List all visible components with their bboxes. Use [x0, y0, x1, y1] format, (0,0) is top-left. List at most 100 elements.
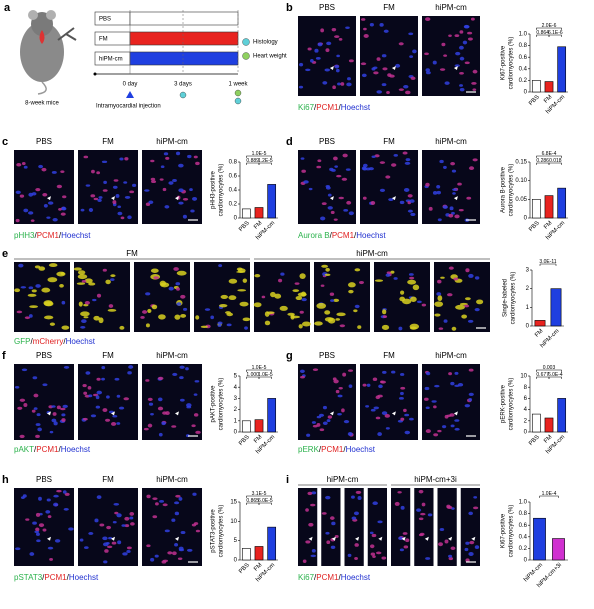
- stain-caption: pSTAT3/PCM1/Hoechst: [14, 573, 99, 582]
- stain-caption: Ki67/PCM1/Hoechst: [298, 573, 371, 582]
- nucleus: [306, 433, 311, 437]
- panel-letter: b: [286, 2, 293, 14]
- nucleus: [322, 421, 328, 425]
- stain-part: Hoechst: [346, 445, 376, 454]
- nucleus: [467, 31, 473, 35]
- arrowhead: [401, 536, 406, 541]
- significance-bracket: [246, 155, 272, 158]
- image-label: FM: [383, 351, 395, 360]
- treatment-label: hiPM-cm: [99, 57, 123, 63]
- nucleus: [53, 494, 59, 498]
- nucleus: [53, 502, 59, 507]
- nucleus: [132, 183, 137, 188]
- nucleus: [330, 210, 335, 215]
- image-label: FM: [383, 3, 395, 12]
- nucleus: [308, 522, 314, 527]
- p-value: 0.865: [246, 498, 259, 504]
- legend-label: Heart weight: [253, 54, 287, 60]
- nucleus: [457, 382, 464, 387]
- nucleus: [431, 400, 437, 403]
- nucleus: [453, 277, 459, 281]
- cell: [98, 317, 104, 324]
- nucleus: [280, 272, 285, 276]
- nucleus: [438, 327, 444, 330]
- cell: [316, 302, 327, 309]
- nucleus: [179, 365, 185, 369]
- nucleus: [369, 23, 374, 27]
- cell: [151, 304, 158, 310]
- y-tick-label: 6: [524, 396, 528, 402]
- nucleus: [175, 282, 181, 286]
- p-value: 2.0E-6: [542, 23, 557, 29]
- nucleus: [420, 512, 426, 516]
- nucleus: [331, 28, 337, 32]
- y-axis-label: pAKT-positive: [211, 385, 217, 423]
- nucleus: [157, 376, 164, 380]
- nucleus: [441, 425, 447, 429]
- cell: [73, 267, 82, 271]
- nucleus: [31, 409, 36, 413]
- nucleus: [329, 516, 335, 520]
- nucleus: [94, 518, 99, 523]
- nucleus: [351, 516, 357, 520]
- stain-part: Hoechst: [66, 337, 96, 346]
- nucleus: [448, 266, 454, 270]
- y-tick-label: 4: [524, 407, 528, 413]
- nucleus: [468, 368, 474, 372]
- arrowhead: [448, 536, 453, 541]
- micrograph: [142, 488, 202, 566]
- nucleus: [96, 495, 102, 500]
- nucleus: [34, 530, 40, 534]
- nucleus: [468, 392, 474, 396]
- y-tick-label: 0: [234, 558, 238, 564]
- nucleus: [464, 25, 470, 29]
- y-tick-label: 0.2: [519, 546, 528, 552]
- nucleus: [103, 180, 107, 185]
- nucleus: [28, 211, 34, 215]
- nucleus: [400, 417, 405, 421]
- nucleus: [51, 418, 57, 423]
- nucleus: [217, 321, 223, 325]
- y-axis-label: cardiomyocytes (%): [219, 505, 225, 558]
- nucleus: [371, 67, 376, 71]
- nucleus: [354, 557, 358, 560]
- x-tick-label: FM: [543, 434, 553, 444]
- nucleus: [337, 394, 343, 398]
- nucleus: [80, 326, 86, 329]
- nucleus: [366, 383, 371, 387]
- nucleus: [119, 157, 124, 161]
- nucleus: [102, 408, 108, 413]
- x-tick-label: FM: [253, 220, 263, 230]
- nucleus: [128, 365, 134, 369]
- cell: [287, 312, 295, 316]
- panel-letter: c: [2, 136, 8, 148]
- nucleus: [318, 413, 325, 417]
- image-label: hiPM-cm: [356, 249, 388, 258]
- bar: [544, 195, 554, 219]
- nucleus: [35, 512, 41, 517]
- nucleus: [302, 559, 307, 563]
- nucleus: [424, 397, 429, 401]
- nucleus: [61, 300, 66, 305]
- nucleus: [451, 169, 457, 173]
- nucleus: [117, 205, 122, 209]
- nucleus: [144, 189, 150, 192]
- cell: [83, 316, 89, 319]
- micrograph: [360, 150, 418, 224]
- nucleus: [444, 81, 450, 85]
- nucleus: [185, 367, 189, 371]
- y-tick-label: 3: [526, 268, 530, 274]
- nucleus: [331, 521, 336, 526]
- p-value: 6.8E-4: [542, 151, 557, 157]
- nucleus: [398, 326, 403, 331]
- bar: [557, 46, 567, 93]
- nucleus: [244, 326, 248, 330]
- nucleus: [473, 496, 478, 499]
- nucleus: [439, 68, 446, 71]
- arrowhead: [331, 536, 336, 541]
- nucleus: [408, 273, 414, 276]
- nucleus: [60, 170, 65, 173]
- x-tick-label: PBS: [238, 434, 251, 447]
- nucleus: [68, 527, 74, 531]
- nucleus: [339, 324, 346, 328]
